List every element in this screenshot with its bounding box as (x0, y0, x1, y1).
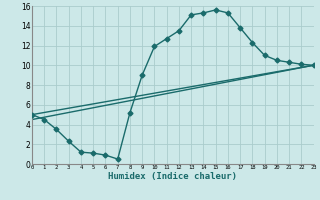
X-axis label: Humidex (Indice chaleur): Humidex (Indice chaleur) (108, 172, 237, 181)
